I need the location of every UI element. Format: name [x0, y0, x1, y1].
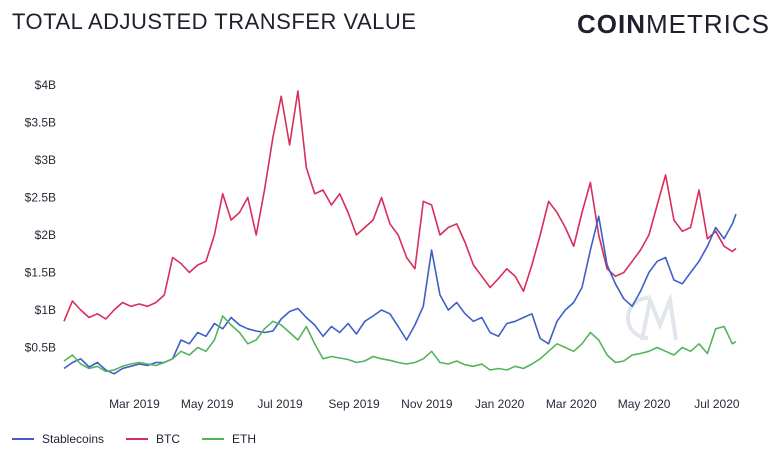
y-tick-label: $0.5B: [25, 341, 56, 355]
x-tick-label: Mar 2019: [109, 397, 160, 411]
x-tick-label: Sep 2019: [328, 397, 380, 411]
y-axis: $0.5B $1B $1.5B $2B $2.5B $3B $3.5B $4B: [25, 78, 56, 355]
x-tick-label: Nov 2019: [401, 397, 453, 411]
series-line-stablecoins: [63, 213, 737, 375]
brand-light: METRICS: [646, 9, 770, 39]
chart-title: TOTAL ADJUSTED TRANSFER VALUE: [12, 9, 417, 34]
x-tick-label: May 2019: [181, 397, 234, 411]
y-tick-label: $1B: [35, 303, 56, 317]
y-tick-label: $2B: [35, 228, 56, 242]
legend-item-stablecoins[interactable]: Stablecoins: [12, 432, 104, 446]
legend-swatch: [202, 438, 225, 440]
legend-label: BTC: [156, 432, 181, 446]
x-tick-label: Mar 2020: [546, 397, 597, 411]
x-axis: Mar 2019 May 2019 Jul 2019 Sep 2019 Nov 2019…: [109, 397, 740, 411]
watermark-c-shape: [626, 296, 649, 340]
y-tick-label: $3B: [35, 153, 56, 167]
series-line-eth: [63, 315, 737, 373]
x-tick-label: Jan 2020: [475, 397, 525, 411]
legend-label: Stablecoins: [42, 432, 105, 446]
series-line-btc: [63, 90, 737, 322]
brand-bold: COIN: [577, 9, 646, 39]
legend-item-btc[interactable]: BTC: [126, 432, 180, 446]
y-tick-label: $2.5B: [25, 191, 56, 205]
y-tick-label: $3.5B: [25, 116, 56, 130]
legend-label: ETH: [232, 432, 257, 446]
cm-watermark-icon: [626, 292, 678, 341]
y-tick-label: $1.5B: [25, 266, 56, 280]
x-tick-label: Jul 2020: [694, 397, 740, 411]
series-layer: [63, 90, 737, 375]
x-tick-label: Jul 2019: [257, 397, 303, 411]
legend-swatch: [12, 438, 34, 440]
legend: Stablecoins BTC ETH: [12, 432, 256, 446]
coinmetrics-logo: COINMETRICS: [577, 9, 770, 40]
legend-item-eth[interactable]: ETH: [202, 432, 256, 446]
legend-swatch: [126, 438, 149, 440]
y-tick-label: $4B: [35, 78, 56, 92]
x-tick-label: May 2020: [618, 397, 671, 411]
watermark-m-shape: [640, 292, 678, 341]
